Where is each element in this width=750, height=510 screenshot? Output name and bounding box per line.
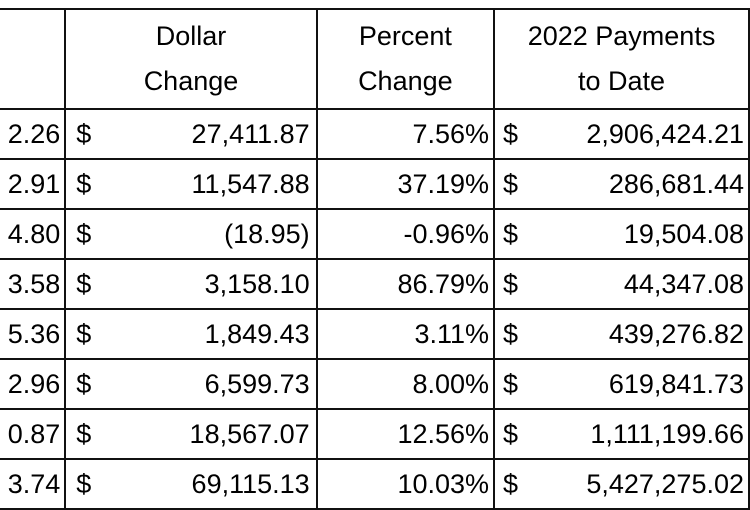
cell-prev-value[interactable]: 2.96 — [0, 358, 67, 410]
cell-payments-to-date[interactable]: 5,427,275.02 — [529, 458, 750, 510]
cell-payments-to-date[interactable]: 44,347.08 — [529, 258, 750, 310]
cell-currency-symbol[interactable]: $ — [64, 308, 104, 360]
table-row: 5.36 $1,849.43 3.11% $439,276.82 — [0, 308, 750, 360]
cell-prev-value[interactable]: 0.87 — [0, 408, 67, 460]
spreadsheet-table-region: Dollar Change Percent Change 2022 Paymen… — [0, 8, 750, 510]
cell-dollar-change[interactable]: (18.95) — [103, 208, 318, 260]
cell-percent-change[interactable]: 12.56% — [315, 408, 496, 460]
cell-percent-change[interactable]: 86.79% — [315, 258, 496, 310]
table-row: 4.80 $ (18.95) -0.96% $19,504.08 — [0, 208, 750, 260]
cell-prev-value[interactable]: 2.91 — [0, 158, 67, 210]
cell-percent-change[interactable]: 37.19% — [315, 158, 496, 210]
cell-payments-to-date[interactable]: 286,681.44 — [529, 158, 750, 210]
payments-table: Dollar Change Percent Change 2022 Paymen… — [0, 8, 750, 510]
table-row: 3.58 $3,158.10 86.79% $44,347.08 — [0, 258, 750, 310]
cell-dollar-change[interactable]: 6,599.73 — [103, 358, 318, 410]
cell-prev-value[interactable]: 3.74 — [0, 458, 67, 510]
header-percent-change: Percent Change — [315, 8, 496, 110]
cell-percent-change[interactable]: 10.03% — [315, 458, 496, 510]
cell-currency-symbol[interactable]: $ — [64, 158, 104, 210]
cell-percent-change[interactable]: 8.00% — [315, 358, 496, 410]
cell-payments-to-date[interactable]: 439,276.82 — [529, 308, 750, 360]
cell-currency-symbol[interactable]: $ — [493, 158, 530, 210]
cell-dollar-change[interactable]: 69,115.13 — [103, 458, 318, 510]
cell-currency-symbol[interactable]: $ — [493, 358, 530, 410]
cell-currency-symbol[interactable]: $ — [493, 408, 530, 460]
header-cell-blank — [0, 8, 67, 110]
cell-currency-symbol[interactable]: $ — [64, 358, 104, 410]
header-dollar-change-line1: Dollar — [155, 21, 227, 51]
cell-dollar-change[interactable]: 27,411.87 — [103, 108, 318, 160]
cell-prev-value[interactable]: 3.58 — [0, 258, 67, 310]
cell-currency-symbol[interactable]: $ — [64, 408, 104, 460]
cell-payments-to-date[interactable]: 1,111,199.66 — [529, 408, 750, 460]
cell-currency-symbol[interactable]: $ — [64, 108, 104, 160]
cell-currency-symbol[interactable]: $ — [493, 258, 530, 310]
cell-currency-symbol[interactable]: $ — [64, 208, 104, 260]
table-row: 2.96 $6,599.73 8.00% $619,841.73 — [0, 358, 750, 410]
cell-payments-to-date[interactable]: 19,504.08 — [529, 208, 750, 260]
table-row: 2.91 $11,547.88 37.19% $286,681.44 — [0, 158, 750, 210]
cell-percent-change[interactable]: 7.56% — [315, 108, 496, 160]
cell-dollar-change[interactable]: 1,849.43 — [103, 308, 318, 360]
cell-payments-to-date[interactable]: 2,906,424.21 — [529, 108, 750, 160]
cell-prev-value[interactable]: 5.36 — [0, 308, 67, 360]
header-payments-line2: to Date — [577, 66, 666, 96]
cell-currency-symbol[interactable]: $ — [493, 458, 530, 510]
cell-dollar-change[interactable]: 18,567.07 — [103, 408, 318, 460]
header-percent-change-line1: Percent — [358, 21, 452, 51]
cell-percent-change[interactable]: 3.11% — [315, 308, 496, 360]
cell-currency-symbol[interactable]: $ — [64, 258, 104, 310]
header-payments-to-date: 2022 Payments to Date — [493, 8, 750, 110]
header-dollar-change: Dollar Change — [64, 8, 318, 110]
cell-prev-value[interactable]: 4.80 — [0, 208, 67, 260]
header-payments-line1: 2022 Payments — [527, 21, 716, 51]
cell-dollar-change[interactable]: 11,547.88 — [103, 158, 318, 210]
header-row: Dollar Change Percent Change 2022 Paymen… — [0, 8, 750, 110]
cell-payments-to-date[interactable]: 619,841.73 — [529, 358, 750, 410]
cell-prev-value[interactable]: 2.26 — [0, 108, 67, 160]
header-percent-change-line2: Change — [358, 66, 453, 96]
cell-currency-symbol[interactable]: $ — [493, 308, 530, 360]
cell-dollar-change[interactable]: 3,158.10 — [103, 258, 318, 310]
cell-currency-symbol[interactable]: $ — [64, 458, 104, 510]
table-row: 0.87 $18,567.07 12.56% $1,111,199.66 — [0, 408, 750, 460]
header-dollar-change-line2: Change — [143, 66, 239, 96]
table-row: 3.74 $69,115.13 10.03% $5,427,275.02 — [0, 458, 750, 510]
cell-percent-change[interactable]: -0.96% — [315, 208, 496, 260]
cell-currency-symbol[interactable]: $ — [493, 108, 530, 160]
table-row: 2.26 $27,411.87 7.56% $2,906,424.21 — [0, 108, 750, 160]
cell-currency-symbol[interactable]: $ — [493, 208, 530, 260]
